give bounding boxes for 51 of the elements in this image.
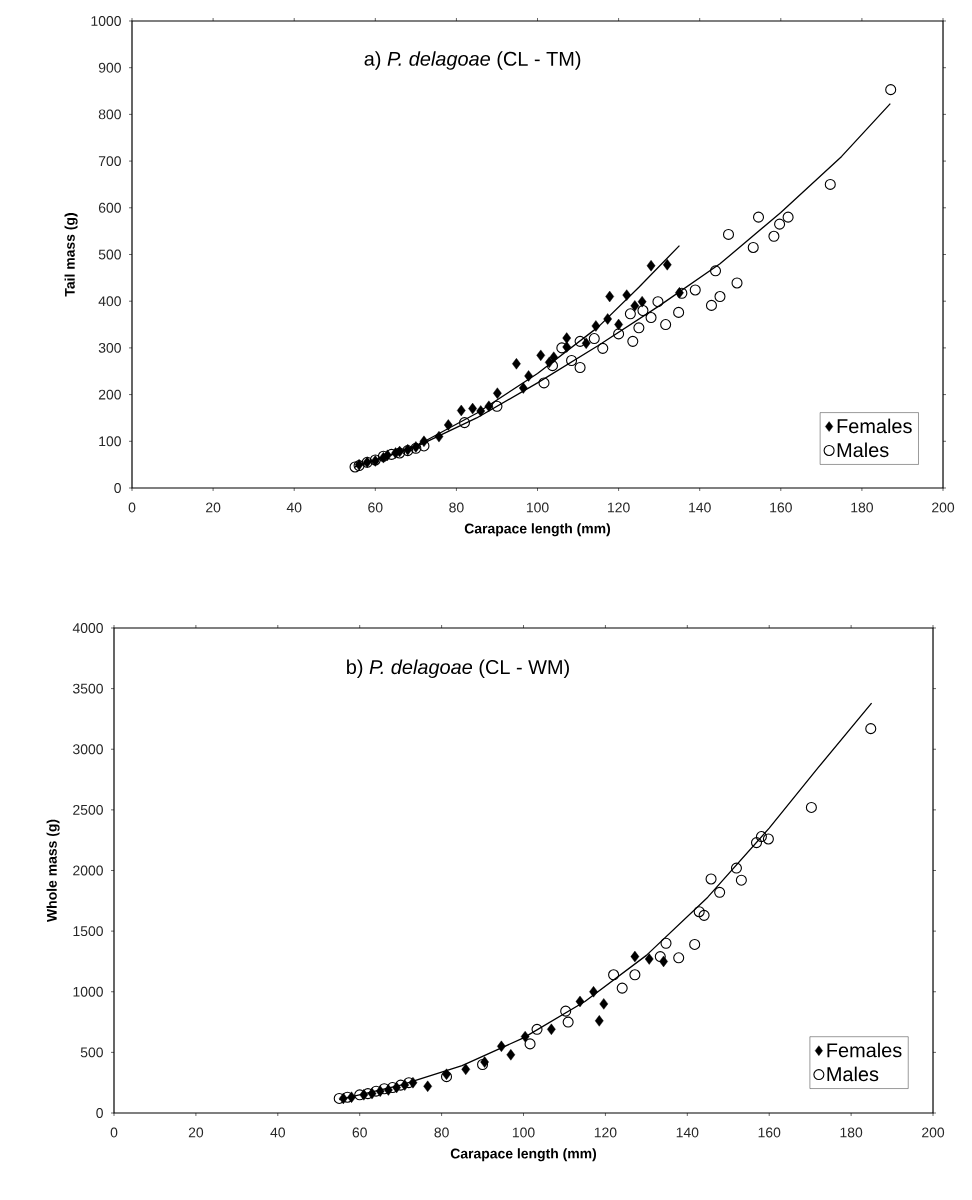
y-tick-label: 2500	[73, 804, 103, 815]
text: a) P. delagoae (CL - TM)	[364, 51, 581, 70]
x-tick-label: 180	[851, 502, 873, 513]
y-axis-title: Whole mass (g)	[46, 819, 60, 923]
y-tick-label: 500	[98, 249, 121, 260]
y-tick-label: 700	[98, 156, 121, 167]
y-tick-label: 600	[98, 202, 121, 213]
y-tick-label: 100	[99, 436, 121, 447]
x-tick-label: 200	[922, 1127, 945, 1138]
x-tick-label: 140	[689, 502, 711, 513]
legend-label: Males	[837, 442, 889, 458]
y-tick-label: 900	[98, 62, 121, 73]
x-tick-label: 100	[526, 502, 549, 513]
legend-label: Females	[827, 1042, 902, 1058]
legend-label: Females	[837, 418, 912, 434]
x-axis-title: Carapace length (mm)	[450, 1148, 597, 1162]
x-tick-label: 20	[188, 1127, 204, 1138]
x-tick-label: 180	[840, 1127, 863, 1138]
y-tick-label: 0	[114, 483, 121, 493]
x-tick-label: 80	[449, 502, 464, 513]
y-tick-label: 2000	[73, 865, 103, 876]
x-tick-label: 40	[286, 502, 302, 513]
x-tick-label: 0	[128, 502, 136, 513]
x-tick-label: 120	[594, 1127, 617, 1138]
x-axis-title: Carapace length (mm)	[464, 523, 611, 537]
x-tick-label: 100	[512, 1127, 535, 1138]
y-tick-label: 4000	[72, 623, 103, 633]
x-tick-label: 60	[352, 1127, 367, 1138]
y-tick-label: 3000	[73, 744, 103, 755]
y-tick-label: 3500	[73, 683, 103, 694]
y-tick-label: 800	[98, 109, 121, 120]
x-tick-label: 160	[758, 1127, 781, 1138]
y-tick-label: 1500	[73, 926, 103, 937]
x-tick-label: 160	[770, 502, 792, 513]
y-axis-title: Tail mass (g)	[64, 213, 78, 297]
y-tick-label: 0	[96, 1108, 103, 1118]
x-tick-label: 40	[270, 1127, 286, 1138]
y-tick-label: 1000	[91, 16, 121, 26]
x-tick-label: 60	[368, 502, 383, 513]
x-tick-label: 140	[676, 1127, 699, 1138]
y-tick-label: 1000	[73, 986, 103, 997]
y-tick-label: 400	[98, 296, 121, 307]
x-tick-label: 120	[608, 502, 630, 513]
text: b) P. delagoae (CL - WM)	[347, 659, 569, 679]
legend-label: Males	[827, 1066, 879, 1082]
y-tick-label: 200	[98, 389, 121, 400]
x-tick-label: 80	[434, 1127, 449, 1138]
y-tick-label: 500	[80, 1047, 103, 1058]
x-tick-label: 20	[206, 502, 221, 513]
x-tick-label: 200	[932, 502, 955, 513]
y-tick-label: 300	[98, 342, 121, 353]
